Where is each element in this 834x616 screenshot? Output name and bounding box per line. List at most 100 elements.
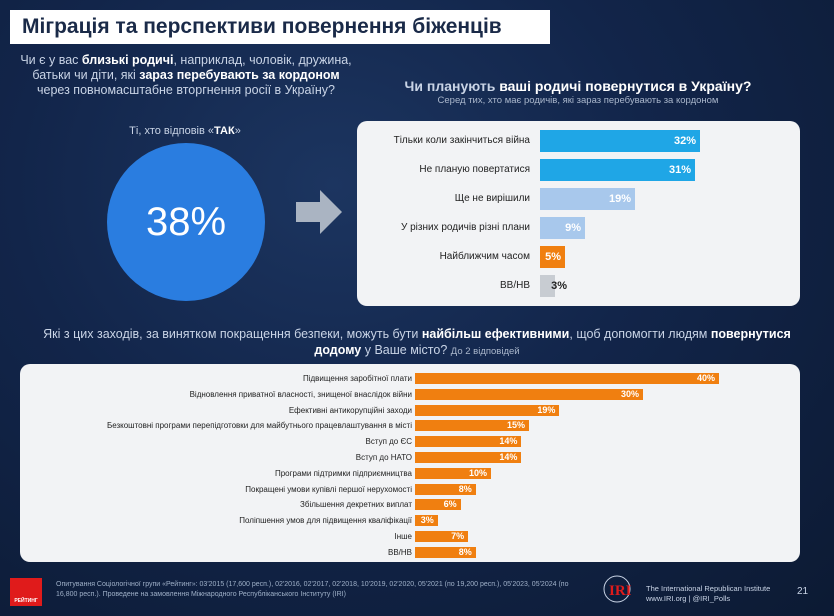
chart1-category-label: ВВ/НВ bbox=[499, 280, 530, 291]
chart2-bar bbox=[415, 515, 438, 527]
chart1-category-label: Найближчим часом bbox=[439, 251, 530, 262]
yes-label-suffix: » bbox=[234, 125, 241, 137]
question-bold-text: зараз перебувають за кордоном bbox=[139, 68, 340, 82]
chart2-value-label: 19% bbox=[537, 404, 556, 415]
footer-source: Опитування Соціологічної групи «Рейтинг»… bbox=[56, 581, 569, 598]
chart2-bar bbox=[415, 483, 476, 495]
chart2-bar bbox=[415, 436, 522, 448]
chart2-bar bbox=[415, 404, 560, 416]
question-text: , наприклад, чоловік, дружина, батьки чи… bbox=[32, 53, 352, 82]
chart2-category-label: Програми підтримки підприємництва bbox=[274, 468, 412, 478]
chart1-row: Ще не вирішили 19% bbox=[357, 188, 800, 210]
page-number: 21 bbox=[797, 586, 809, 597]
question-relatives-abroad: Чи є у вас близькі родичі, наприклад, чо… bbox=[20, 53, 352, 98]
chart2-value-label: 10% bbox=[468, 467, 487, 478]
iri-name: The International Republican Institute bbox=[646, 584, 771, 593]
chart2-bar bbox=[415, 373, 719, 384]
iri-logo-icon: IRI bbox=[603, 575, 632, 603]
chart2-category-label: Інше bbox=[394, 532, 412, 541]
chart2-value-label: 8% bbox=[458, 483, 472, 494]
chart2-row: Відновлення приватної власності, знищено… bbox=[20, 388, 800, 401]
chart1-bar bbox=[540, 188, 635, 210]
question-text: , щоб допомогти людям bbox=[569, 327, 711, 341]
chart2-category-label: Збільшення декретних виплат bbox=[300, 500, 412, 510]
chart2-value-label: 7% bbox=[451, 531, 465, 541]
iri-logo-text: IRI bbox=[609, 583, 632, 599]
chart2-category-label: Безкоштовні програми перепідготовки для … bbox=[106, 421, 412, 431]
question-bold-text: повернутися додому bbox=[314, 327, 791, 357]
question-effective-measures: Які з цих заходів, за винятком покращенн… bbox=[20, 326, 814, 360]
question-subtitle: До 2 відповідей bbox=[450, 346, 520, 357]
chart2-row: Безкоштовні програми перепідготовки для … bbox=[20, 420, 800, 432]
question-text: Чи планують bbox=[404, 78, 500, 94]
chart1-bar bbox=[540, 246, 565, 268]
chart1-category-label: Тільки коли закінчиться війна bbox=[393, 135, 530, 146]
chart2-bar bbox=[415, 467, 491, 479]
chart2-category-label: Ефективні антикорупційні заходи bbox=[288, 405, 412, 415]
chart2-value-label: 15% bbox=[506, 420, 525, 431]
chart2-row: Інше 7% bbox=[20, 531, 800, 543]
chart2-bar bbox=[415, 546, 476, 558]
yes-respondents-label: Ті, хто відповів «ТАК» bbox=[60, 125, 310, 137]
chart2-category-label: Підвищення заробітної плати bbox=[302, 374, 412, 383]
chart1-bar bbox=[540, 275, 555, 297]
chart1-row: У різних родичів різні плани 9% bbox=[357, 217, 800, 239]
question-return-subtitle: Серед тих, хто має родичів, які зараз пе… bbox=[437, 95, 719, 106]
chart1-bar bbox=[540, 130, 700, 152]
chart2-row: Покращені умови купівлі першої нерухомос… bbox=[20, 483, 800, 496]
percent-circle: 38% bbox=[107, 143, 265, 301]
chart2-row: Вступ до ЄС 14% bbox=[20, 436, 800, 448]
chart2-bar bbox=[415, 499, 461, 511]
yes-label-prefix: Ті, хто відповів « bbox=[129, 125, 214, 137]
rating-logo: РЕЙТИНГ bbox=[10, 578, 42, 606]
chart2-category-label: Поліпшення умов для підвищення кваліфіка… bbox=[239, 516, 412, 526]
chart1-category-label: Ще не вирішили bbox=[454, 193, 530, 204]
chart1-category-label: Не планую повертатися bbox=[419, 164, 530, 175]
chart2-row: Вступ до НАТО 14% bbox=[20, 452, 800, 464]
question-return-plans: Чи планують ваші родичі повернутися в Ук… bbox=[358, 78, 798, 94]
arrow-right-icon bbox=[296, 190, 342, 234]
page-title: Міграція та перспективи повернення біжен… bbox=[10, 10, 550, 44]
chart2-value-label: 14% bbox=[499, 452, 518, 462]
chart2-bar bbox=[415, 452, 522, 463]
chart2-value-label: 8% bbox=[458, 546, 472, 557]
chart2-row: Програми підтримки підприємництва 10% bbox=[20, 467, 800, 480]
question-text: через повномасштабне вторгнення росії в … bbox=[37, 83, 335, 97]
circle-value: 38% bbox=[145, 199, 227, 244]
question-bold-text: близькі родичі bbox=[81, 53, 174, 67]
chart2-category-label: Вступ до НАТО bbox=[355, 453, 412, 462]
chart2-category-label: Вступ до ЄС bbox=[365, 437, 412, 447]
chart2-row: Поліпшення умов для підвищення кваліфіка… bbox=[20, 515, 800, 527]
chart1-row: ВВ/НВ 3% bbox=[357, 275, 800, 297]
chart2-row: Підвищення заробітної плати 40% bbox=[20, 373, 800, 385]
effective-measures-chart: Підвищення заробітної плати 40% Відновленн… bbox=[20, 364, 800, 562]
chart2-row: Збільшення декретних виплат 6% bbox=[20, 499, 800, 511]
chart1-category-label: У різних родичів різні плани bbox=[400, 222, 530, 233]
chart1-bar bbox=[540, 217, 585, 239]
chart2-value-label: 40% bbox=[696, 373, 715, 383]
chart1-bar bbox=[540, 159, 695, 181]
question-bold-text: ваші родичі повернутися в Україну? bbox=[499, 78, 752, 94]
chart2-bar bbox=[415, 388, 643, 400]
yes-label-bold: ТАК bbox=[214, 125, 235, 137]
chart1-value-label: 31% bbox=[668, 164, 691, 176]
chart1-value-label: 3% bbox=[551, 280, 567, 292]
question-text: Чи є у вас bbox=[20, 53, 82, 67]
question-bold-text: найбільш ефективними bbox=[421, 327, 570, 341]
chart2-value-label: 14% bbox=[499, 436, 518, 447]
chart2-category-label: Покращені умови купівлі першої нерухомос… bbox=[245, 484, 412, 494]
chart1-value-label: 19% bbox=[608, 193, 631, 205]
chart1-row: Тільки коли закінчиться війна 32% bbox=[357, 130, 800, 152]
chart2-bar bbox=[415, 531, 469, 542]
chart2-value-label: 6% bbox=[443, 499, 457, 510]
chart2-bar bbox=[415, 420, 529, 432]
chart1-row: Найближчим часом 5% bbox=[357, 246, 800, 268]
iri-info: The International Republican Institute w… bbox=[646, 584, 786, 604]
chart1-row: Не планую повертатися 31% bbox=[357, 159, 800, 181]
chart2-value-label: 30% bbox=[620, 388, 639, 399]
chart1-value-label: 32% bbox=[673, 135, 696, 147]
iri-links[interactable]: www.IRI.org | @IRI_Polls bbox=[646, 594, 731, 603]
chart2-category-label: Відновлення приватної власності, знищено… bbox=[189, 389, 412, 399]
chart1-value-label: 5% bbox=[545, 251, 561, 263]
chart2-category-label: ВВ/НВ bbox=[387, 547, 412, 557]
